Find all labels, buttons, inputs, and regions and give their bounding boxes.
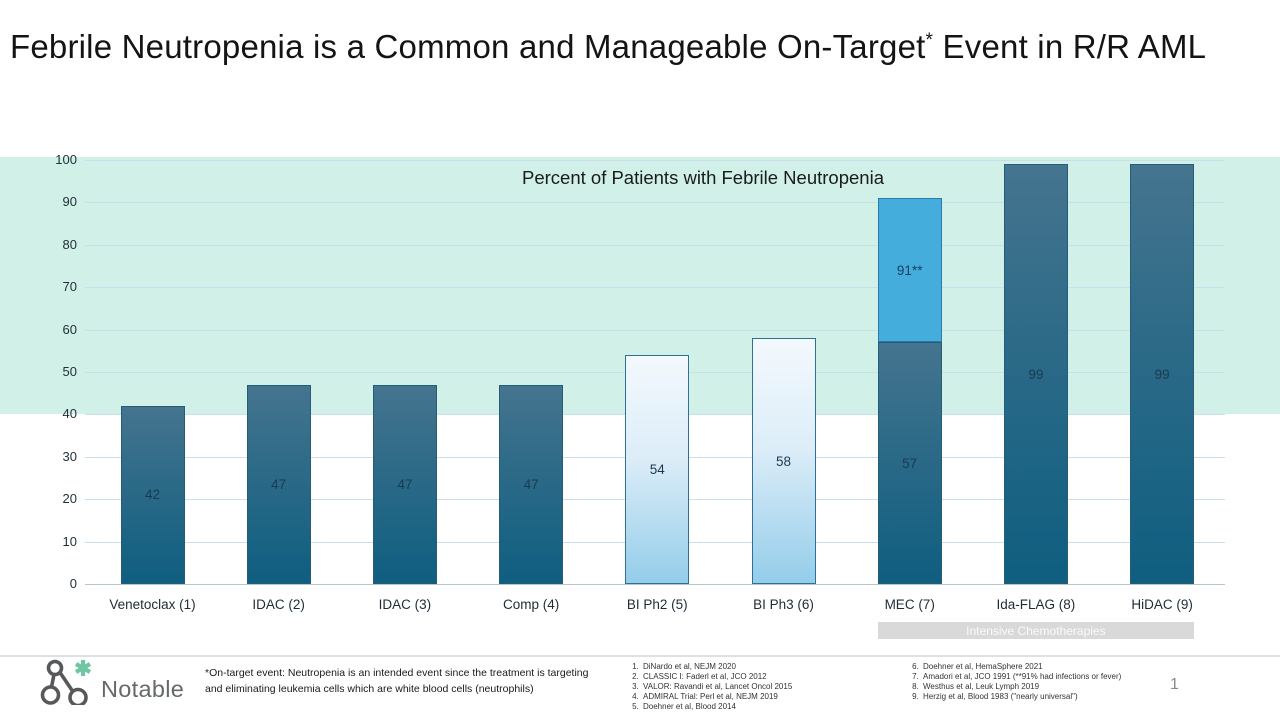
bar-segment-bi-ph2-5: 54 [625,355,690,584]
notable-logo: Notable [40,659,184,705]
bar-segment-venetoclax-1: 42 [120,405,185,584]
chart-title: Percent of Patients with Febrile Neutrop… [522,167,884,188]
y-tick-label-30: 30 [62,448,77,464]
notable-logo-icon [40,659,92,705]
slide-title: Febrile Neutropenia is a Common and Mana… [10,28,1206,66]
reference-item: Westhus et al, Leuk Lymph 2019 [921,682,1207,692]
x-axis-label-comp-4: Comp (4) [502,597,560,612]
bar-value-label: 47 [271,476,287,492]
y-tick-label-40: 40 [62,406,77,422]
y-gridline-60 [85,329,1225,331]
notable-logo-text: Notable [101,675,185,702]
reference-item: Doehner et al, Blood 2014 [641,702,913,712]
y-tick-label-80: 80 [62,236,77,252]
bar-segment-idac-2: 47 [246,384,311,584]
x-axis-label-bi-ph3-6: BI Ph3 (6) [753,597,814,612]
y-tick-label-60: 60 [62,321,77,337]
footer-divider [0,655,1280,657]
bar-value-label: 42 [144,487,161,503]
bar-value-label: 47 [523,476,539,492]
reference-item: VALOR: Ravandi et al, Lancet Oncol 2015 [641,682,913,692]
reference-item: Herzig et al, Blood 1983 ("nearly univer… [921,692,1207,702]
y-gridline-70 [85,287,1225,289]
x-axis-label-idac-3: IDAC (3) [378,597,432,612]
x-axis-label-bi-ph2-5: BI Ph2 (5) [626,597,688,612]
reference-item: Doehner et al, HemaSphere 2021 [921,662,1207,672]
y-tick-label-70: 70 [62,279,77,295]
intensive-chemotherapies-label: Intensive Chemotherapies [966,623,1106,638]
x-axis-label-ida-flag-8: Ida-FLAG (8) [996,597,1076,612]
references-column-2: Doehner et al, HemaSphere 2021Amadori et… [908,662,1207,702]
footnote: *On-target event: Neutropenia is an inte… [205,667,589,695]
bar-segment-mec-7: 57 [877,342,942,584]
bar-value-label: 54 [649,462,665,477]
bar-value-label: 57 [902,455,918,471]
bar-value-label: 47 [397,476,413,492]
logo-asterisk-icon [74,660,92,676]
x-axis-label-mec-7: MEC (7) [884,597,935,612]
bar-value-label: 99 [1028,366,1044,382]
bar-value-label: 99 [1154,366,1170,382]
bar-value-label: 58 [775,453,792,469]
y-tick-label-90: 90 [62,194,77,210]
y-gridline-80 [85,244,1225,246]
reference-item: CLASSIC I: Faderl et al, JCO 2012 [641,672,913,682]
bar-segment-ida-flag-8: 99 [1003,164,1068,584]
references-column-1: DiNardo et al, NEJM 2020CLASSIC I: Fader… [628,662,913,712]
slide-title-text: Febrile Neutropenia is a Common and Mana… [10,28,926,65]
x-axis-label-hidac-9: HiDAC (9) [1131,597,1193,612]
y-gridline-100 [85,160,1225,161]
y-tick-label-50: 50 [62,364,77,379]
slide-title-text-after: Event in R/R AML [933,28,1207,65]
y-gridline-90 [85,202,1225,204]
page-number: 1 [1170,676,1179,693]
y-tick-label-20: 20 [62,491,77,507]
x-axis-label-venetoclax-1: Venetoclax (1) [109,597,196,612]
x-axis-label-idac-2: IDAC (2) [252,597,305,612]
y-tick-label-100: 100 [55,152,77,167]
x-axis-baseline [85,584,1225,585]
bar-value-label: 91** [896,262,923,278]
bar-segment-mec-7: 91** [877,198,942,343]
bar-segment-idac-3: 47 [372,384,437,584]
bar-segment-bi-ph3-6: 58 [751,338,816,584]
bar-segment-hidac-9: 99 [1130,164,1195,584]
intensive-chemotherapies-band: Intensive Chemotherapies [877,622,1195,639]
bar-segment-comp-4: 47 [499,384,564,584]
reference-item: DiNardo et al, NEJM 2020 [641,662,913,672]
reference-item: ADMIRAL Trial: Perl et al, NEJM 2019 [641,692,913,702]
y-tick-label-0: 0 [69,576,77,591]
slide-title-footnote-marker: * [925,30,934,51]
y-tick-label-10: 10 [62,533,77,549]
reference-item: Amadori et al, JCO 1991 (**91% had infec… [921,672,1207,682]
